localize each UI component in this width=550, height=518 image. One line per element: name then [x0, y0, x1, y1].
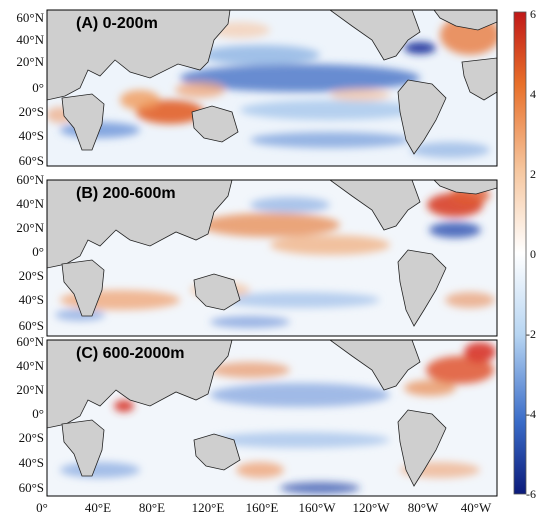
lat-tick: 20°N [16, 54, 44, 69]
panel-a: (A) 0-200m [46, 10, 500, 166]
lat-tick: 20°S [19, 430, 44, 445]
panel-c-field [47, 340, 497, 496]
lat-tick: 20°N [16, 382, 44, 397]
lat-tick: 20°S [19, 104, 44, 119]
panel-c-title: (C) 600-2000m [76, 345, 185, 362]
panel-a-field [46, 10, 500, 166]
lon-tick: 80°W [408, 500, 439, 515]
lat-tick: 0° [32, 406, 44, 421]
colorbar-tick: 0 [530, 247, 536, 261]
colorbar-tick: -6 [526, 487, 536, 501]
panel-c: (C) 600-2000m [47, 340, 497, 496]
lat-axis-c: 60°N 40°N 20°N 0° 20°S 40°S 60°S [16, 334, 44, 495]
lon-tick: 40°E [85, 500, 111, 515]
lat-axis-a: 40°N 20°N 0° 20°S 40°S 60°S 60°N [16, 10, 44, 168]
lat-tick: 60°S [19, 153, 44, 168]
colorbar-tick: 6 [530, 7, 536, 21]
colorbar: 6 4 2 0 -2 -4 -6 [514, 7, 536, 501]
lat-tick: 0° [32, 80, 44, 95]
lat-tick: 0° [32, 244, 44, 259]
lon-tick: 40°W [461, 500, 492, 515]
lat-tick: 20°S [19, 268, 44, 283]
lat-tick: 40°S [19, 128, 44, 143]
lon-tick: 120°E [192, 500, 225, 515]
lon-axis: 0° 40°E 80°E 120°E 160°E 160°W 120°W 80°… [36, 500, 492, 515]
lat-tick: 60°S [19, 480, 44, 495]
panel-b: (B) 200-600m [47, 180, 497, 336]
lon-tick: 0° [36, 500, 48, 515]
lat-tick: 60°N [16, 334, 44, 349]
panel-b-title: (B) 200-600m [76, 185, 176, 202]
lat-tick: 40°N [16, 32, 44, 47]
colorbar-tick: -2 [526, 327, 536, 341]
lon-tick: 160°W [299, 500, 337, 515]
lon-tick: 160°E [246, 500, 279, 515]
lat-tick: 40°N [16, 196, 44, 211]
colorbar-tick: 4 [530, 87, 536, 101]
lat-tick: 60°S [19, 318, 44, 333]
lat-tick: 60°N [16, 172, 44, 187]
panel-b-field [47, 180, 497, 336]
lat-tick: 40°S [19, 292, 44, 307]
colorbar-tick: -4 [526, 407, 536, 421]
lat-tick: 20°N [16, 220, 44, 235]
colorbar-gradient [514, 12, 526, 494]
lat-tick: 40°S [19, 455, 44, 470]
lon-tick: 120°W [353, 500, 391, 515]
lon-tick: 80°E [139, 500, 165, 515]
lat-tick: 60°N [16, 10, 44, 25]
lat-tick: 40°N [16, 358, 44, 373]
lat-axis-b: 60°N 40°N 20°N 0° 20°S 40°S 60°S [16, 172, 44, 333]
panel-a-title: (A) 0-200m [76, 15, 158, 32]
colorbar-tick: 2 [530, 167, 536, 181]
